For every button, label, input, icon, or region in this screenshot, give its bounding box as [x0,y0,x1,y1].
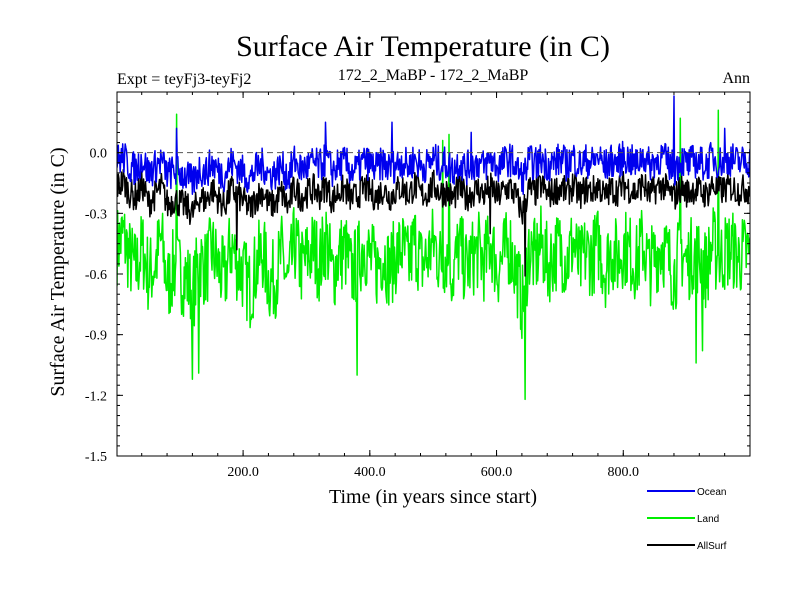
chart-subtitle-right: Ann [722,70,750,87]
y-tick-label: 0.0 [90,147,108,162]
series-line-ocean [117,95,750,195]
x-tick-label: 200.0 [227,465,259,480]
legend-label-ocean: Ocean [697,487,726,498]
y-axis-label: Surface Air Temperature (in C) [47,147,69,396]
legend: Ocean Land AllSurf [647,487,727,552]
x-tick-label: 600.0 [481,465,513,480]
axis-ticks: 0.0 -0.3 -0.6 -0.9 -1.2 -1.5 200.0 400.0 600.0 80… [85,91,751,480]
x-tick-label: 400.0 [354,465,386,480]
chart-subtitle-left: Expt = teyFj3-teyFj2 [117,71,251,88]
chart-subtitle-center: 172_2_MaBP - 172_2_MaBP [338,67,529,84]
y-tick-label: -1.2 [85,389,107,404]
plot-frame [116,91,751,457]
x-tick-label: 800.0 [608,465,640,480]
y-tick-label: -0.3 [85,207,107,222]
y-tick-label: -1.5 [85,450,107,465]
plot-data [117,95,750,401]
series-line-allsurf [117,168,750,277]
series-line-land [117,109,750,401]
legend-label-land: Land [697,514,719,525]
chart-title: Surface Air Temperature (in C) [236,30,610,63]
legend-label-allsurf: AllSurf [697,541,727,552]
x-axis-label: Time (in years since start) [329,486,537,508]
y-tick-label: -0.9 [85,329,107,344]
plot-border [116,91,751,457]
y-tick-label: -0.6 [85,268,107,283]
